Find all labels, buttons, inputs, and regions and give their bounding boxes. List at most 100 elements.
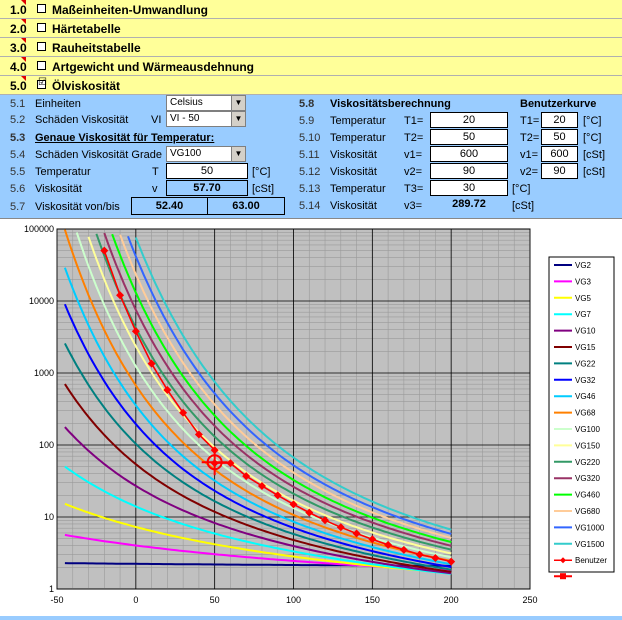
calc-input[interactable]: 30 xyxy=(430,180,508,196)
unit-label: [°C] xyxy=(512,183,531,195)
unit-label: [°C] xyxy=(583,132,602,144)
damage-viscosity-label: Schäden Viskosität xyxy=(35,114,129,126)
legend-label: VG68 xyxy=(575,409,596,418)
calc-result: 289.72 xyxy=(430,197,508,213)
section-row[interactable]: 2.0 Härtetabelle xyxy=(0,19,622,38)
row-num: 5.14 xyxy=(299,200,321,212)
legend-label-user: Benutzer xyxy=(575,556,607,565)
units-select[interactable]: Celsius ▼ xyxy=(166,95,246,111)
viscosity-from: 52.40 xyxy=(131,197,208,215)
temperature-input[interactable]: 50 xyxy=(166,163,248,179)
temperature-label: Temperatur xyxy=(35,166,91,178)
section-checkbox[interactable] xyxy=(37,23,46,32)
row-num: 5.10 xyxy=(299,132,321,144)
calc-symbol: v3= xyxy=(404,200,423,212)
vi-select-value: VI - 50 xyxy=(170,113,200,124)
unit-label: [°C] xyxy=(252,166,271,178)
legend-label: VG22 xyxy=(575,359,596,368)
user-curve-point xyxy=(384,540,393,549)
comment-flag-icon xyxy=(21,57,26,62)
calc-input[interactable]: 600 xyxy=(430,146,508,162)
grade-select-value: VG100 xyxy=(170,148,202,159)
user-curve-point xyxy=(100,246,109,255)
section-number: 5.0 xyxy=(10,79,27,93)
legend-label: VG1500 xyxy=(575,540,605,549)
legend-box xyxy=(548,256,615,573)
legend-marker-square xyxy=(560,573,566,580)
legend-label: VG46 xyxy=(575,392,596,401)
section-row[interactable]: 1.0 Maßeinheiten-Umwandlung xyxy=(0,0,622,19)
user-curve-point xyxy=(179,408,188,417)
y-tick-label: 100000 xyxy=(24,224,54,234)
user-curve-point xyxy=(116,291,125,300)
x-tick-label: 200 xyxy=(444,595,459,605)
user-curve-point xyxy=(336,523,345,532)
user-input[interactable]: 90 xyxy=(541,163,578,179)
user-curve-point xyxy=(321,516,330,525)
legend-label: VG460 xyxy=(575,491,600,500)
calc-label: Temperatur xyxy=(330,132,386,144)
grade-curve-vg46 xyxy=(63,267,452,566)
vi-symbol: VI xyxy=(151,114,162,126)
calc-input[interactable]: 90 xyxy=(430,163,508,179)
user-curve-point xyxy=(273,491,282,500)
grade-curve-vg22 xyxy=(64,342,452,571)
unit-label: [cSt] xyxy=(512,200,535,212)
grade-curve-vg150 xyxy=(87,236,452,555)
user-curve-point xyxy=(147,359,156,368)
grade-curve-vg680 xyxy=(119,234,452,539)
section-title: Rauheitstabelle xyxy=(52,41,141,55)
user-curve-point xyxy=(368,535,377,544)
calc-input[interactable]: 50 xyxy=(430,129,508,145)
section-number: 3.0 xyxy=(10,41,27,55)
comment-flag-icon xyxy=(21,19,26,24)
section-row[interactable]: 5.0 ☑ Ölviskosität xyxy=(0,76,622,95)
vi-select[interactable]: VI - 50 ▼ xyxy=(166,111,246,127)
units-label: Einheiten xyxy=(35,98,81,110)
grade-curve-vg15 xyxy=(64,383,452,573)
grade-curve-vg1500 xyxy=(134,237,452,531)
row-num: 5.4 xyxy=(10,149,26,161)
x-tick-label: -50 xyxy=(50,595,63,605)
calc-symbol: v1= xyxy=(404,149,423,161)
grade-select[interactable]: VG100 ▼ xyxy=(166,146,246,162)
viscosity-chart-svg: -50 0 50 100 150 200 250 1 10 100 1000 10000 100000 V… xyxy=(24,224,615,605)
legend-label: VG15 xyxy=(575,343,596,352)
user-symbol: v2= xyxy=(520,166,539,178)
row-num: 5.1 xyxy=(10,98,26,110)
calc-input[interactable]: 20 xyxy=(430,112,508,128)
legend-label: VG320 xyxy=(575,474,600,483)
section-row[interactable]: 4.0 Artgewicht und Wärmeausdehnung xyxy=(0,57,622,76)
unit-label: [cSt] xyxy=(583,166,606,178)
user-curve-point xyxy=(415,550,424,559)
calc-symbol: T1= xyxy=(404,115,424,127)
section-checkbox[interactable] xyxy=(37,4,46,13)
chevron-down-icon[interactable]: ▼ xyxy=(231,147,245,161)
user-input[interactable]: 20 xyxy=(541,112,578,128)
section-title: Härtetabelle xyxy=(52,22,121,36)
section-checkbox[interactable]: ☑ xyxy=(37,78,47,89)
user-input[interactable]: 50 xyxy=(541,129,578,145)
grade-curve-vg320 xyxy=(103,232,452,547)
chevron-down-icon[interactable]: ▼ xyxy=(231,96,245,110)
row-num: 5.8 xyxy=(299,98,315,110)
legend-label: VG150 xyxy=(575,441,600,450)
viscosity-chart: -50 0 50 100 150 200 250 1 10 100 1000 10000 100000 V… xyxy=(0,218,622,616)
x-tick-label: 100 xyxy=(286,595,301,605)
section-checkbox[interactable] xyxy=(37,61,46,70)
calc-symbol: T2= xyxy=(404,132,424,144)
legend-label: VG1000 xyxy=(575,523,605,532)
unit-label: [°C] xyxy=(583,115,602,127)
row-num: 5.9 xyxy=(299,115,315,127)
user-curve-point xyxy=(131,327,140,336)
user-input[interactable]: 600 xyxy=(541,146,578,162)
section-row[interactable]: 3.0 Rauheitstabelle xyxy=(0,38,622,57)
section-checkbox[interactable] xyxy=(37,42,46,51)
grade-curve-vg460 xyxy=(111,233,452,543)
row-num: 5.3 xyxy=(10,132,26,144)
comment-flag-icon xyxy=(21,0,26,5)
legend-label: VG32 xyxy=(575,376,596,385)
legend-label: VG3 xyxy=(575,277,592,286)
x-tick-label: 150 xyxy=(365,595,380,605)
chevron-down-icon[interactable]: ▼ xyxy=(231,112,245,126)
